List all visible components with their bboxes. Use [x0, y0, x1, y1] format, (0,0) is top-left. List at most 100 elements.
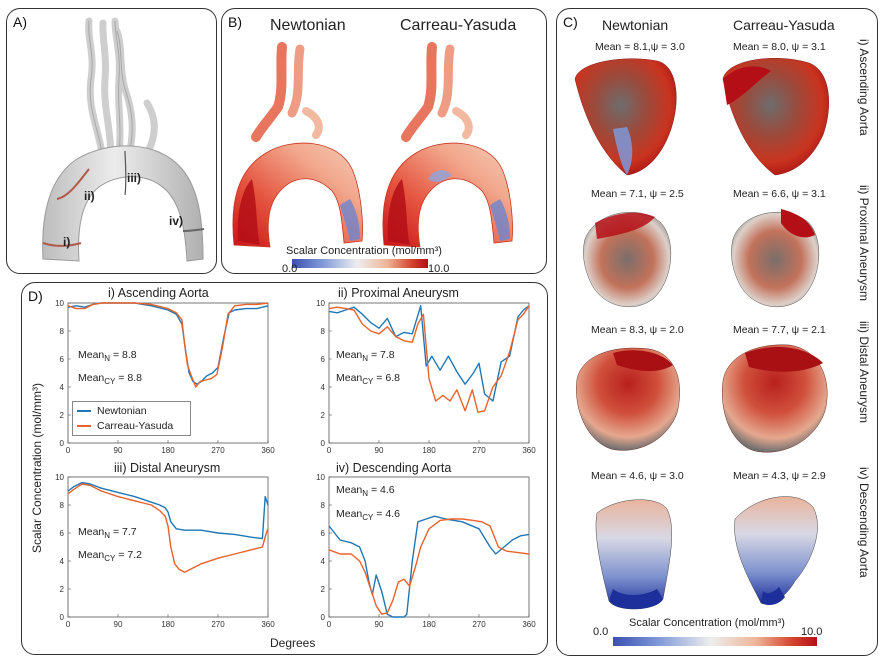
- y-tick-label: 6: [60, 355, 65, 364]
- plot-frame: [67, 476, 269, 618]
- x-tick-label: 270: [211, 446, 225, 455]
- x-axis-title: Degrees: [270, 636, 316, 650]
- x-tick-label: 0: [66, 620, 71, 629]
- section-distal-newtonian: [576, 347, 680, 451]
- section-ascending-newtonian: [574, 58, 677, 176]
- section-descending-carreau: [734, 496, 818, 605]
- panel-letter: B): [228, 14, 242, 30]
- y-tick-label: 8: [60, 327, 65, 336]
- panel-c: C) Newtonian Carreau-Yasuda i) Ascending…: [556, 8, 878, 656]
- title-newtonian: Newtonian: [270, 17, 346, 34]
- y-tick-label: 2: [321, 585, 326, 594]
- panel-letter: C): [563, 14, 578, 30]
- chart-proximal-aneurysm: 0 90 180 270 360 0 2 4 6 8 10: [316, 299, 536, 455]
- mean-ascending-n: MeanN = 8.8: [78, 349, 137, 364]
- x-tick-label: 0: [327, 446, 332, 455]
- mean-distal-cy: MeanCY = 7.2: [78, 549, 142, 564]
- column-title-newtonian: Newtonian: [602, 17, 669, 33]
- series-line-newtonian: [67, 481, 269, 540]
- mean-distal-n: MeanN = 7.7: [78, 526, 137, 541]
- y-tick-label: 8: [321, 327, 326, 336]
- x-tick-label: 360: [261, 446, 275, 455]
- y-tick-label: 10: [55, 299, 64, 308]
- cut-line-ii: [56, 168, 90, 200]
- x-tick-label: 90: [114, 620, 123, 629]
- colorbar: [613, 637, 817, 646]
- y-tick-label: 2: [60, 585, 65, 594]
- legend-swatch-carreau-yasuda: [77, 425, 91, 427]
- concentration-maps: [232, 42, 513, 248]
- aorta-geometry-illustration: [42, 17, 205, 262]
- legend-label-newtonian: Newtonian: [97, 405, 147, 417]
- mean-descending-newtonian: Mean = 4.6, ψ = 3.0: [591, 470, 684, 482]
- panel-b: B) Newtonian Carreau-Yasuda: [221, 8, 547, 274]
- mean-proximal-cy: MeanCY = 6.8: [336, 372, 400, 387]
- x-tick-label: 270: [211, 620, 225, 629]
- series-line-carreau-yasuda: [328, 518, 530, 615]
- series-line-carreau-yasuda: [67, 302, 269, 388]
- y-tick-label: 6: [321, 529, 326, 538]
- section-distal-carreau: [722, 344, 828, 453]
- y-tick-label: 4: [60, 557, 65, 566]
- section-descending-newtonian: [595, 499, 672, 610]
- column-title-carreau-yasuda: Carreau-Yasuda: [733, 17, 835, 33]
- mean-ascending-newtonian: Mean = 8.1,ψ = 3.0: [595, 41, 685, 53]
- y-tick-label: 4: [60, 383, 65, 392]
- x-tick-label: 90: [114, 446, 123, 455]
- chart-title-proximal: ii) Proximal Aneurysm: [338, 286, 459, 300]
- legend-item-newtonian: Newtonian: [77, 405, 147, 417]
- chart-descending-aorta: 0 90 180 270 360 0 2 4 6 8 10: [316, 473, 536, 629]
- label-ii: ii): [84, 189, 95, 203]
- y-tick-label: 0: [321, 439, 326, 448]
- newtonian-map: [232, 42, 363, 248]
- x-tick-label: 360: [261, 620, 275, 629]
- y-tick-label: 0: [60, 439, 65, 448]
- x-tick-label: 360: [522, 446, 536, 455]
- series-line-newtonian: [328, 515, 530, 618]
- chart-title-descending: iv) Descending Aorta: [336, 461, 452, 475]
- chart-title-distal: iii) Distal Aneurysm: [114, 461, 221, 475]
- y-tick-label: 10: [316, 473, 325, 482]
- cross-section-renders: [574, 58, 829, 610]
- mean-proximal-n: MeanN = 7.8: [336, 349, 395, 364]
- series-line-carreau-yasuda: [328, 305, 530, 413]
- y-axis-title: Scalar Concentration (mol/mm³): [30, 382, 44, 554]
- y-tick-label: 6: [60, 529, 65, 538]
- mean-ascending-cy: MeanCY = 8.8: [78, 372, 142, 387]
- label-i: i): [63, 235, 71, 249]
- chart-ascending-aorta: 0 90 180 270 360 0 2 4 6 8 10: [55, 299, 275, 455]
- x-tick-label: 270: [472, 446, 486, 455]
- colorbar: [292, 259, 428, 268]
- x-tick-label: 0: [327, 620, 332, 629]
- x-tick-label: 180: [161, 620, 175, 629]
- colorbar-max: 10.0: [801, 626, 823, 638]
- mean-distal-newtonian: Mean = 8.3, ψ = 2.0: [591, 324, 684, 336]
- y-tick-label: 10: [316, 299, 325, 308]
- y-tick-label: 8: [321, 501, 326, 510]
- y-tick-label: 4: [321, 383, 326, 392]
- legend-item-carreau-yasuda: Carreau-Yasuda: [77, 420, 173, 432]
- mean-distal-carreau: Mean = 7.7, ψ = 2.1: [733, 324, 826, 336]
- x-tick-label: 270: [472, 620, 486, 629]
- chart-title-ascending: i) Ascending Aorta: [108, 286, 209, 300]
- label-iii: iii): [127, 171, 141, 185]
- y-tick-label: 0: [321, 613, 326, 622]
- x-tick-label: 0: [66, 446, 71, 455]
- x-tick-label: 180: [161, 446, 175, 455]
- mean-proximal-newtonian: Mean = 7.1, ψ = 2.5: [591, 188, 684, 200]
- colorbar-label: Scalar Concentration (mol/mm³): [629, 617, 785, 629]
- x-tick-label: 90: [375, 620, 384, 629]
- panel-letter: D): [28, 288, 43, 304]
- series-line-newtonian: [328, 305, 530, 402]
- section-proximal-carreau: [731, 209, 820, 308]
- mean-descending-n: MeanN = 4.6: [336, 484, 395, 499]
- x-tick-label: 90: [375, 446, 384, 455]
- row-label-ascending-aorta: i) Ascending Aorta: [857, 39, 871, 136]
- colorbar-min: 0.0: [282, 263, 298, 274]
- legend: Newtonian Carreau-Yasuda: [72, 401, 191, 436]
- label-iv: iv): [169, 214, 184, 228]
- y-tick-label: 0: [60, 613, 65, 622]
- y-tick-label: 2: [321, 411, 326, 420]
- cut-line-iii: [124, 150, 127, 196]
- colorbar-max: 10.0: [428, 263, 450, 274]
